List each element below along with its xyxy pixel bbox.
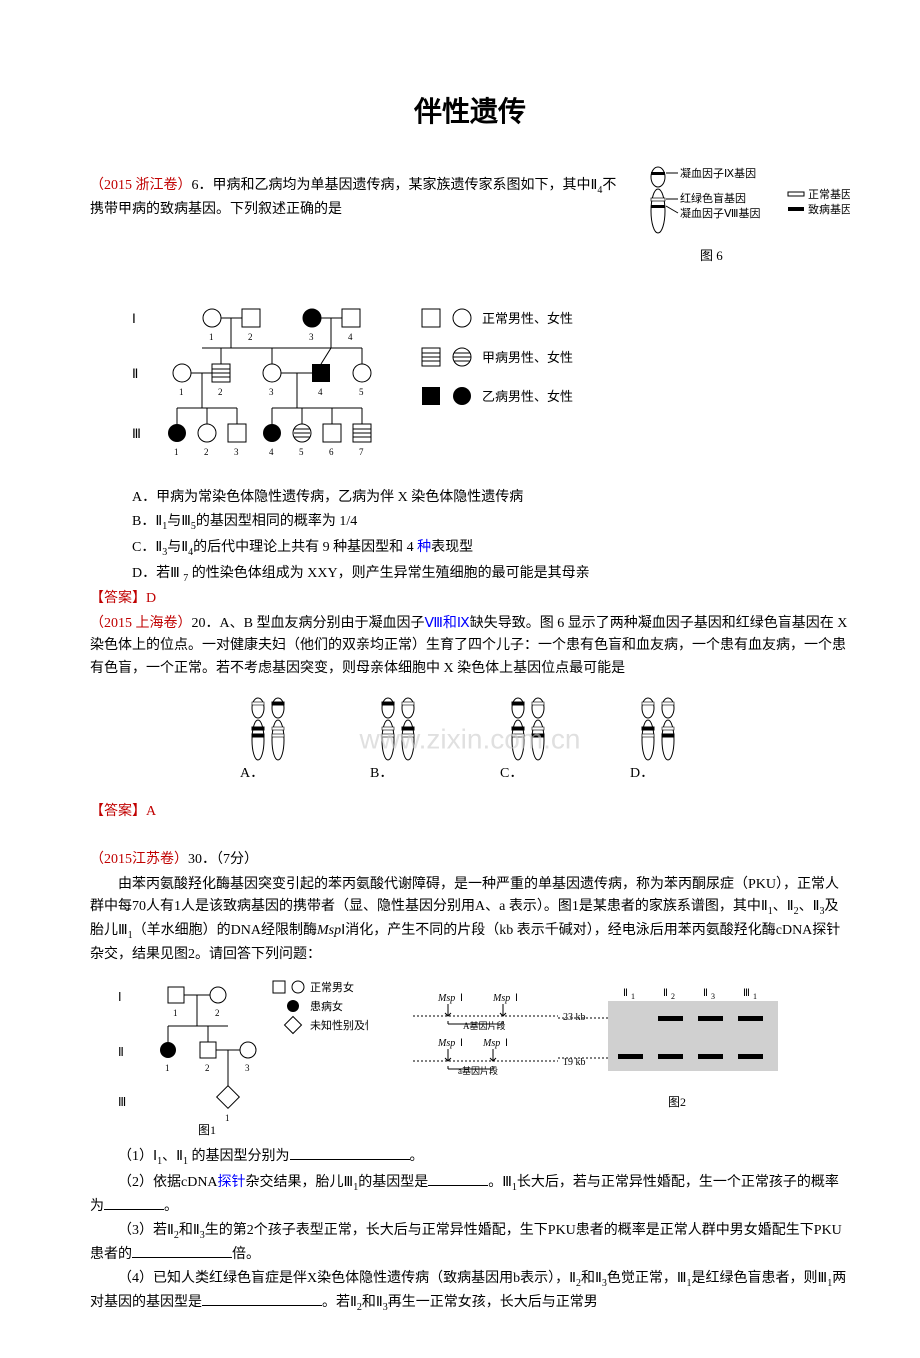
q1-option-d: D．若Ⅲ 7 的性染色体组成为 XXY，则产生异常生殖细胞的最可能是其母亲 <box>132 563 850 587</box>
fig6-caption: 图 6 <box>700 248 723 263</box>
svg-text:2: 2 <box>218 387 223 397</box>
svg-text:红绿色盲基因: 红绿色盲基因 <box>680 191 746 205</box>
svg-text:凝血因子Ⅷ基因: 凝血因子Ⅷ基因 <box>680 206 761 220</box>
q3-sub2: （2）依据cDNA探针杂交结果，胎儿Ⅲ1的基因型是。Ⅲ1长大后，若与正常异性婚配… <box>90 1172 850 1218</box>
svg-text:1: 1 <box>209 332 214 342</box>
q2-stem: （2015 上海卷）20．A、B 型血友病分别由于凝血因子Ⅷ和Ⅸ缺失导致。图 6… <box>90 613 850 680</box>
svg-text:1: 1 <box>225 1113 230 1123</box>
svg-text:5: 5 <box>299 447 304 457</box>
svg-text:Ⅱ: Ⅱ <box>623 988 628 999</box>
svg-text:Msp: Msp <box>437 1038 455 1049</box>
svg-text:致病基因: 致病基因 <box>808 202 850 216</box>
svg-text:Ⅰ: Ⅰ <box>515 993 518 1004</box>
svg-text:3: 3 <box>711 992 715 1001</box>
page-title: 伴性遗传 <box>90 90 850 135</box>
svg-text:甲病男性、女性: 甲病男性、女性 <box>482 350 573 365</box>
svg-text:正常男女: 正常男女 <box>310 980 354 994</box>
svg-text:Ⅱ: Ⅱ <box>663 988 668 999</box>
svg-text:Msp: Msp <box>437 993 455 1004</box>
svg-text:1: 1 <box>173 1008 178 1018</box>
q2-options: A． B． C． D． <box>90 695 850 786</box>
q1-option-c: C．Ⅱ3与Ⅱ4的后代中理论上共有 9 种基因型和 4 种表现型 <box>132 537 850 561</box>
svg-text:1: 1 <box>165 1063 170 1073</box>
svg-text:Ⅲ: Ⅲ <box>743 988 750 999</box>
q1-option-b: B．Ⅱ1与Ⅲ5的基因型相同的概率为 1/4 <box>132 511 850 535</box>
q3-stem: 由苯丙氨酸羟化酶基因突变引起的苯丙氨酸代谢障碍，是一种严重的单基因遗传病，称为苯… <box>90 874 850 966</box>
svg-text:乙病男性、女性: 乙病男性、女性 <box>482 389 573 404</box>
svg-text:Ⅲ: Ⅲ <box>132 426 141 441</box>
q1-answer: 【答案】D <box>90 588 850 610</box>
svg-text:Ⅲ: Ⅲ <box>118 1095 126 1109</box>
q3-sub1: （1）Ⅰ1、Ⅱ1 的基因型分别为。 <box>90 1146 850 1170</box>
pedigree-1: Ⅰ Ⅱ Ⅲ 1 2 3 4 1 2 3 4 5 <box>90 298 850 476</box>
svg-text:正常男性、女性: 正常男性、女性 <box>482 311 573 326</box>
svg-text:6: 6 <box>329 447 334 457</box>
svg-text:Msp: Msp <box>492 993 510 1004</box>
svg-text:3: 3 <box>234 447 239 457</box>
svg-text:Msp: Msp <box>482 1038 500 1049</box>
svg-text:2: 2 <box>248 332 253 342</box>
svg-text:Ⅰ: Ⅰ <box>505 1038 508 1049</box>
svg-text:正常基因: 正常基因 <box>808 188 850 201</box>
svg-text:4: 4 <box>348 332 353 342</box>
svg-text:图2: 图2 <box>668 1095 686 1109</box>
label: 凝血因子Ⅸ基因 <box>680 166 756 180</box>
svg-text:患病女: 患病女 <box>310 999 343 1013</box>
svg-text:Ⅱ: Ⅱ <box>703 988 708 999</box>
q3-figures: Ⅰ Ⅱ Ⅲ 12 123 1 正常男女 患病女 未知性别及性状 图1 MspⅠ … <box>90 976 850 1136</box>
q1-options: A．甲病为常染色体隐性遗传病，乙病为伴 X 染色体隐性遗传病 B．Ⅱ1与Ⅲ5的基… <box>90 487 850 587</box>
svg-text:3: 3 <box>245 1063 250 1073</box>
q3-header: （2015江苏卷）30．（7分） <box>90 849 850 871</box>
svg-text:未知性别及性状: 未知性别及性状 <box>310 1018 368 1032</box>
svg-text:Ⅰ: Ⅰ <box>460 1038 463 1049</box>
svg-text:Ⅰ: Ⅰ <box>460 993 463 1004</box>
svg-text:3: 3 <box>269 387 274 397</box>
svg-text:1: 1 <box>753 992 757 1001</box>
svg-text:2: 2 <box>204 447 209 457</box>
chromosome-diagram-6: 凝血因子Ⅸ基因 红绿色盲基因 凝血因子Ⅷ基因 正常基因 致病基因 图 6 <box>640 165 850 288</box>
svg-text:A基因片段: A基因片段 <box>463 1020 506 1031</box>
svg-text:5: 5 <box>359 387 364 397</box>
svg-text:a基因片段: a基因片段 <box>458 1065 498 1076</box>
svg-text:1: 1 <box>179 387 184 397</box>
svg-text:2: 2 <box>205 1063 210 1073</box>
svg-text:图1: 图1 <box>198 1123 216 1136</box>
q3-sub3: （3）若Ⅱ2和Ⅱ3生的第2个孩子表型正常，长大后与正常异性婚配，生下PKU患者的… <box>90 1220 850 1266</box>
svg-text:4: 4 <box>269 447 274 457</box>
svg-text:1: 1 <box>631 992 635 1001</box>
svg-text:Ⅰ: Ⅰ <box>132 311 136 326</box>
svg-text:2: 2 <box>671 992 675 1001</box>
svg-text:Ⅰ: Ⅰ <box>118 990 122 1004</box>
svg-text:3: 3 <box>309 332 314 342</box>
svg-text:19 kb: 19 kb <box>563 1057 586 1068</box>
svg-text:Ⅱ: Ⅱ <box>118 1045 124 1059</box>
svg-text:Ⅱ: Ⅱ <box>132 366 138 381</box>
q2-answer: 【答案】A <box>90 801 850 823</box>
svg-text:7: 7 <box>359 447 364 457</box>
svg-text:4: 4 <box>318 387 323 397</box>
svg-text:1: 1 <box>174 447 179 457</box>
svg-text:2: 2 <box>215 1008 220 1018</box>
q3-sub4: （4）已知人类红绿色盲症是伴X染色体隐性遗传病（致病基因用b表示），Ⅱ2和Ⅱ3色… <box>90 1268 850 1316</box>
q1-option-a: A．甲病为常染色体隐性遗传病，乙病为伴 X 染色体隐性遗传病 <box>132 487 850 509</box>
